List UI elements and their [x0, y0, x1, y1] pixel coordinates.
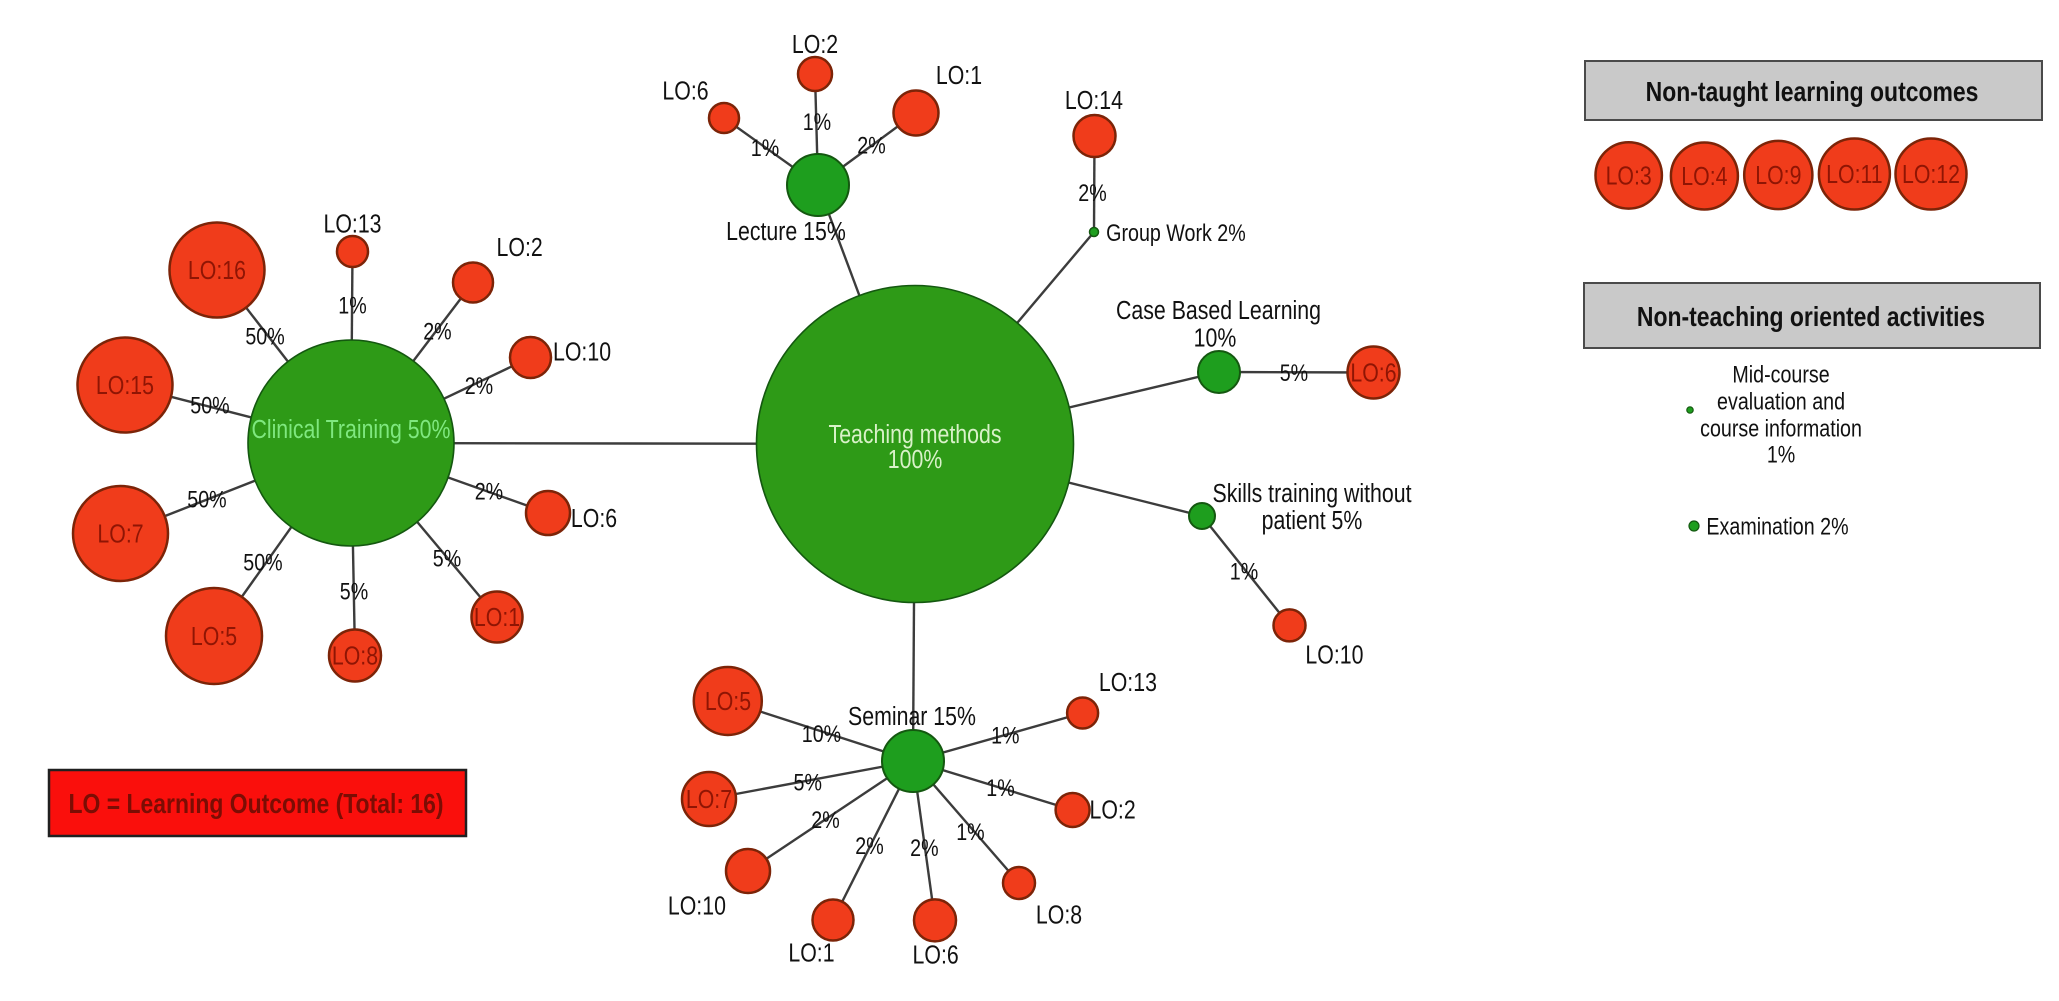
svg-text:10%: 10% [802, 720, 841, 747]
svg-text:LO:6: LO:6 [571, 504, 617, 534]
svg-text:1%: 1% [1767, 441, 1795, 468]
svg-text:2%: 2% [475, 478, 503, 505]
svg-text:Non-taught learning outcomes: Non-taught learning outcomes [1646, 77, 1979, 108]
svg-text:LO:2: LO:2 [792, 30, 838, 60]
svg-text:LO:8: LO:8 [1036, 901, 1082, 931]
svg-text:LO:11: LO:11 [1826, 160, 1882, 190]
svg-text:Group Work 2%: Group Work 2% [1106, 219, 1246, 246]
svg-text:1%: 1% [956, 818, 984, 845]
svg-text:Examination 2%: Examination 2% [1706, 513, 1848, 540]
svg-text:5%: 5% [340, 578, 368, 605]
svg-text:1%: 1% [986, 774, 1014, 801]
svg-text:LO:1: LO:1 [936, 61, 982, 91]
svg-text:LO:12: LO:12 [1902, 160, 1960, 190]
svg-text:LO:4: LO:4 [1681, 162, 1727, 192]
svg-text:LO:6: LO:6 [662, 77, 708, 107]
svg-text:LO:7: LO:7 [686, 785, 732, 815]
svg-text:LO:14: LO:14 [1065, 86, 1123, 116]
svg-text:LO:13: LO:13 [1099, 668, 1157, 698]
svg-text:LO:8: LO:8 [332, 642, 378, 672]
svg-text:2%: 2% [855, 832, 883, 859]
svg-text:Seminar 15%: Seminar 15% [848, 702, 976, 732]
svg-text:LO:13: LO:13 [323, 210, 381, 240]
svg-text:Teaching methods: Teaching methods [829, 420, 1002, 450]
svg-text:1%: 1% [338, 292, 366, 319]
svg-text:course information: course information [1700, 415, 1862, 442]
svg-text:LO = Learning Outcome (Total:: LO = Learning Outcome (Total: 16) [68, 789, 443, 820]
svg-text:1%: 1% [803, 108, 831, 135]
svg-text:5%: 5% [1280, 359, 1308, 386]
svg-text:LO:7: LO:7 [97, 520, 143, 550]
svg-text:5%: 5% [794, 769, 822, 796]
svg-text:LO:2: LO:2 [1089, 796, 1135, 826]
svg-text:LO:6: LO:6 [913, 941, 959, 971]
svg-text:LO:3: LO:3 [1606, 162, 1652, 192]
svg-text:LO:2: LO:2 [497, 233, 543, 263]
svg-text:evaluation and: evaluation and [1717, 388, 1845, 415]
svg-text:Mid-course: Mid-course [1732, 361, 1829, 388]
svg-text:2%: 2% [811, 806, 839, 833]
svg-text:50%: 50% [243, 549, 282, 576]
svg-text:2%: 2% [910, 834, 938, 861]
svg-text:1%: 1% [751, 134, 779, 161]
svg-text:LO:1: LO:1 [474, 603, 520, 633]
svg-text:50%: 50% [190, 392, 229, 419]
svg-text:LO:10: LO:10 [553, 338, 611, 368]
svg-text:LO:15: LO:15 [96, 371, 154, 401]
svg-text:2%: 2% [857, 132, 885, 159]
svg-text:LO:5: LO:5 [705, 687, 751, 717]
svg-text:LO:5: LO:5 [191, 622, 237, 652]
svg-text:2%: 2% [465, 372, 493, 399]
svg-text:LO:1: LO:1 [788, 939, 834, 969]
svg-text:Skills training without: Skills training without [1212, 479, 1411, 509]
svg-text:Case Based Learning: Case Based Learning [1116, 296, 1321, 326]
svg-text:1%: 1% [991, 721, 1019, 748]
svg-text:LO:16: LO:16 [188, 256, 246, 286]
svg-text:LO:9: LO:9 [1755, 161, 1801, 191]
svg-text:Non-teaching oriented activiti: Non-teaching oriented activities [1637, 302, 1985, 333]
svg-text:50%: 50% [245, 323, 284, 350]
svg-text:5%: 5% [433, 545, 461, 572]
svg-text:100%: 100% [888, 445, 943, 475]
svg-text:Lecture 15%: Lecture 15% [726, 217, 846, 247]
svg-text:patient 5%: patient 5% [1262, 506, 1363, 536]
svg-text:1%: 1% [1230, 558, 1258, 585]
svg-text:Clinical Training 50%: Clinical Training 50% [251, 415, 450, 445]
svg-text:LO:6: LO:6 [1350, 359, 1396, 389]
svg-text:50%: 50% [187, 486, 226, 513]
svg-text:LO:10: LO:10 [1305, 641, 1363, 671]
svg-text:LO:10: LO:10 [668, 891, 726, 921]
svg-text:10%: 10% [1194, 324, 1237, 354]
svg-text:2%: 2% [423, 318, 451, 345]
svg-text:2%: 2% [1078, 179, 1106, 206]
